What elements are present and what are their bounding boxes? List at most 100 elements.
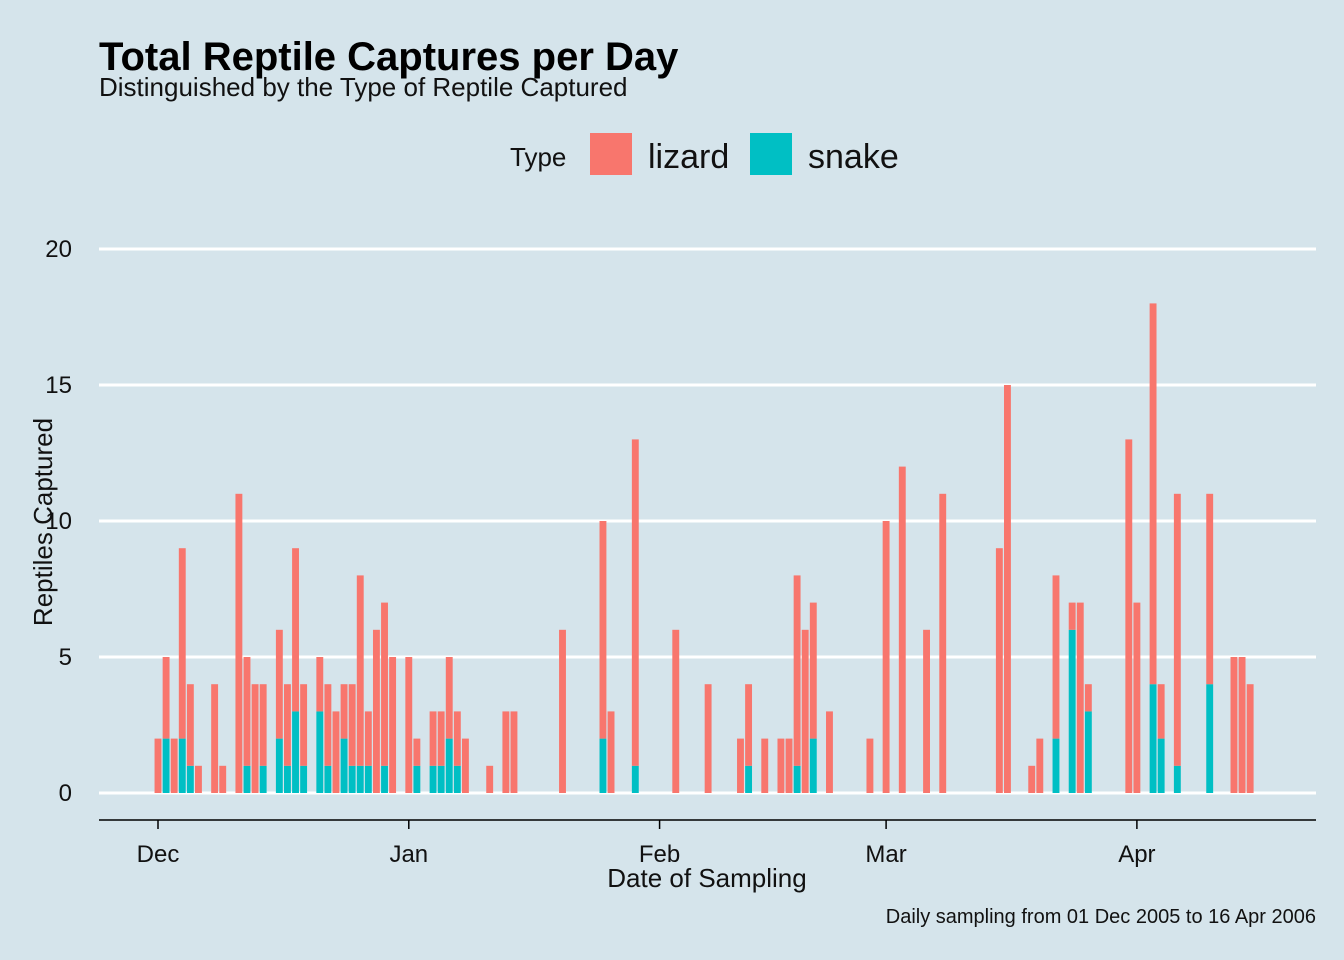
bar-lizard-day-17 xyxy=(292,548,299,712)
bar-snake-day-15 xyxy=(275,738,283,793)
bar-lizard-day-29 xyxy=(389,657,397,793)
bar-lizard-day-23 xyxy=(340,684,348,739)
bar-snake-day-124 xyxy=(1157,738,1165,793)
x-tick-label-apr: Apr xyxy=(1118,841,1155,868)
bar-lizard-day-90 xyxy=(882,521,890,793)
bar-lizard-day-81 xyxy=(809,602,817,739)
bar-lizard-day-44 xyxy=(510,711,518,793)
bar-lizard-day-21 xyxy=(324,684,332,766)
bar-lizard-day-24 xyxy=(348,684,356,766)
bar-lizard-day-77 xyxy=(777,738,785,793)
bar-lizard-day-32 xyxy=(413,738,421,766)
x-axis: Dec Jan Feb Mar Apr xyxy=(137,820,1156,868)
bar-lizard-day-108 xyxy=(1028,765,1036,793)
bar-lizard-day-34 xyxy=(429,711,437,766)
bar-lizard-day-126 xyxy=(1173,493,1181,766)
bar-lizard-day-25 xyxy=(356,575,364,766)
bar-snake-day-126 xyxy=(1173,765,1181,793)
bar-snake-day-37 xyxy=(453,765,461,793)
bar-lizard-day-133 xyxy=(1230,657,1238,793)
bar-lizard-day-73 xyxy=(745,684,753,766)
legend: Type lizard snake xyxy=(510,133,899,176)
y-axis: 0 5 10 15 20 xyxy=(45,236,72,807)
bar-lizard-day-68 xyxy=(704,684,712,793)
bar-snake-day-13 xyxy=(259,765,267,793)
bar-lizard-day-38 xyxy=(461,738,469,793)
bar-lizard-day-113 xyxy=(1068,602,1076,630)
legend-title: Type xyxy=(510,142,566,172)
bar-snake-day-3 xyxy=(178,738,186,793)
bar-lizard-day-31 xyxy=(405,657,413,793)
bar-lizard-day-27 xyxy=(372,629,380,793)
bar-lizard-day-0 xyxy=(154,738,162,793)
bar-lizard-day-16 xyxy=(283,684,291,766)
bar-snake-day-1 xyxy=(162,738,170,793)
bar-lizard-day-4 xyxy=(186,684,194,766)
legend-label-snake: snake xyxy=(808,138,899,176)
bar-lizard-day-80 xyxy=(801,629,809,793)
bar-snake-day-36 xyxy=(445,738,453,793)
bar-lizard-day-1 xyxy=(162,657,170,739)
bar-lizard-day-109 xyxy=(1036,738,1044,793)
bar-lizard-day-59 xyxy=(631,439,639,766)
bar-lizard-day-121 xyxy=(1133,602,1141,793)
bar-lizard-day-124 xyxy=(1157,684,1165,739)
y-tick-label-5: 5 xyxy=(59,644,72,671)
legend-swatch-snake xyxy=(750,133,792,175)
bars xyxy=(154,303,1254,793)
bar-lizard-day-43 xyxy=(502,711,510,793)
bar-lizard-day-79 xyxy=(793,575,801,766)
bar-lizard-day-35 xyxy=(437,711,445,766)
bar-lizard-day-114 xyxy=(1076,602,1084,793)
bar-lizard-day-8 xyxy=(219,765,227,793)
bar-lizard-day-2 xyxy=(170,738,178,793)
y-tick-label-10: 10 xyxy=(45,508,72,535)
bar-lizard-day-88 xyxy=(866,738,874,793)
bar-lizard-day-123 xyxy=(1149,303,1157,685)
bar-snake-day-24 xyxy=(348,765,356,793)
bar-lizard-day-20 xyxy=(316,657,324,712)
bar-lizard-day-26 xyxy=(364,711,372,766)
x-tick-label-dec: Dec xyxy=(137,841,180,868)
y-tick-label-15: 15 xyxy=(45,372,72,399)
bar-snake-day-26 xyxy=(364,765,372,793)
bar-lizard-day-12 xyxy=(251,684,259,793)
bar-lizard-day-15 xyxy=(275,629,283,739)
y-axis-title: Reptiles Captured xyxy=(28,418,58,626)
y-tick-label-20: 20 xyxy=(45,236,72,263)
bar-lizard-day-22 xyxy=(332,711,340,793)
bar-lizard-day-10 xyxy=(235,493,243,793)
bar-snake-day-59 xyxy=(631,765,639,793)
bar-lizard-day-78 xyxy=(785,738,793,793)
bar-snake-day-34 xyxy=(429,765,437,793)
bar-lizard-day-3 xyxy=(178,548,186,739)
bar-snake-day-111 xyxy=(1052,738,1060,793)
x-tick-label-feb: Feb xyxy=(639,841,680,868)
bar-lizard-day-130 xyxy=(1206,493,1214,685)
bar-snake-day-16 xyxy=(283,765,291,793)
x-tick-label-mar: Mar xyxy=(865,841,906,868)
bar-lizard-day-104 xyxy=(995,548,1003,793)
bar-snake-day-79 xyxy=(793,765,801,793)
bar-lizard-day-135 xyxy=(1246,684,1254,793)
bar-snake-day-55 xyxy=(599,738,607,793)
bar-lizard-day-50 xyxy=(559,629,566,793)
bar-snake-day-130 xyxy=(1206,684,1214,793)
bar-lizard-day-36 xyxy=(445,657,453,739)
legend-swatch-lizard xyxy=(590,133,632,175)
bar-lizard-day-75 xyxy=(761,738,769,793)
bar-snake-day-35 xyxy=(437,765,445,793)
bar-snake-day-11 xyxy=(243,765,251,793)
bar-snake-day-115 xyxy=(1084,711,1092,793)
bar-snake-day-32 xyxy=(413,765,421,793)
chart-title: Total Reptile Captures per Day xyxy=(99,35,679,79)
bar-lizard-day-18 xyxy=(300,684,308,766)
bar-lizard-day-55 xyxy=(599,521,607,739)
bar-snake-day-28 xyxy=(381,765,388,793)
bar-lizard-day-11 xyxy=(243,657,251,766)
bar-snake-day-73 xyxy=(745,765,753,793)
y-tick-label-0: 0 xyxy=(59,780,72,807)
bar-lizard-day-134 xyxy=(1238,657,1246,793)
bar-lizard-day-92 xyxy=(898,466,906,793)
